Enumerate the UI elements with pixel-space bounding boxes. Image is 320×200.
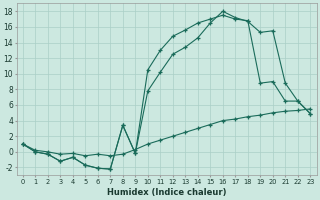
X-axis label: Humidex (Indice chaleur): Humidex (Indice chaleur)	[107, 188, 226, 197]
